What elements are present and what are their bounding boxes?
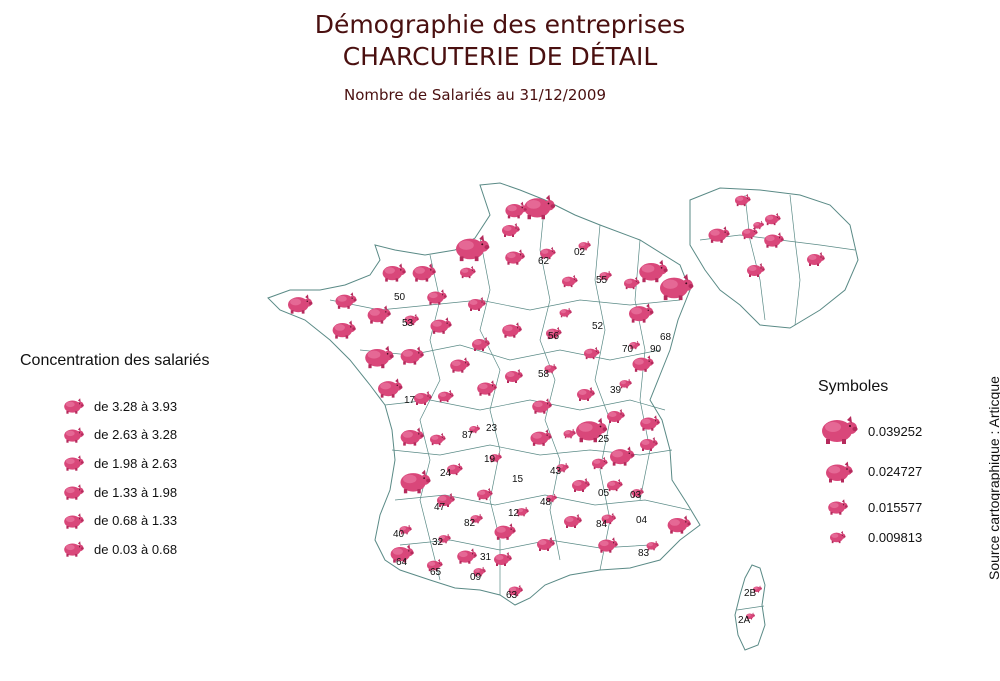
dept-label: 68: [660, 332, 672, 343]
dept-label: 23: [486, 423, 498, 434]
dept-label: 55: [596, 275, 608, 286]
pig-icon: [828, 530, 846, 544]
legend-item-label: de 2.63 à 3.28: [94, 427, 178, 443]
dept-label: 87: [462, 430, 474, 441]
pig-icon: [62, 396, 84, 416]
dept-label: 53: [402, 318, 414, 329]
symbol-item-label: 0.015577: [868, 500, 923, 515]
pig-icon: [62, 511, 84, 531]
dept-label: 52: [592, 321, 604, 332]
pig-icon: [62, 453, 84, 473]
symbol-item-label: 0.009813: [868, 530, 923, 545]
dept-label: 12: [508, 508, 520, 519]
corsica-outline: [734, 564, 766, 651]
department-borders: [329, 199, 691, 595]
dept-label: 15: [512, 474, 524, 485]
dept-label: 32: [432, 537, 444, 548]
map-subtitle: Nombre de Salariés au 31/12/2009: [343, 86, 607, 104]
dept-label: 24: [440, 468, 452, 479]
map-title-line2: CHARCUTERIE DE DÉTAIL: [342, 42, 658, 71]
legend-item-label: de 0.03 à 0.68: [94, 541, 178, 557]
dept-label: 03: [630, 490, 642, 501]
dept-label: 90: [650, 344, 662, 355]
pig-icon: [823, 460, 853, 484]
pig-icon: [62, 539, 84, 559]
symbol-item: 0.015577: [826, 498, 922, 516]
dept-label: 84: [596, 519, 608, 530]
source-credit: Source cartographique : Articque: [986, 376, 1000, 580]
legend-item-label: de 1.33 à 1.98: [94, 484, 178, 500]
map-title-line1: Démographie des entreprises: [314, 10, 686, 39]
dept-label: 83: [638, 548, 650, 559]
dept-label: 48: [540, 497, 552, 508]
department-labels: 53 52 68 70 90 23 87 19 15 43 48 03 04 8…: [393, 247, 757, 626]
dept-label: 50: [394, 292, 406, 303]
dept-label: 09: [470, 572, 482, 583]
symbol-item: 0.039252: [818, 414, 922, 446]
dept-label: 65: [430, 567, 442, 578]
dept-label: 2B: [744, 588, 757, 599]
dept-label: 40: [393, 529, 405, 540]
legend-item: de 1.98 à 2.63: [62, 449, 177, 478]
dept-label: 64: [396, 557, 408, 568]
dept-label: 39: [610, 385, 622, 396]
dept-label: 58: [538, 369, 550, 380]
symbol-item: 0.024727: [823, 460, 922, 484]
pig-icon: [826, 498, 848, 516]
dept-label: 82: [464, 518, 476, 529]
idf-inset-outline: [689, 187, 859, 329]
dept-label: 31: [480, 552, 492, 563]
symbol-item-label: 0.039252: [868, 424, 923, 439]
dept-label: 04: [636, 515, 648, 526]
concentration-legend: de 3.28 à 3.93 de 2.63 à 3.28 de 1.98 à …: [62, 392, 177, 564]
legend-item: de 2.63 à 3.28: [62, 421, 177, 450]
legend-item-label: de 1.98 à 2.63: [94, 455, 178, 471]
dept-label: 25: [598, 434, 610, 445]
dept-label: 05: [598, 488, 610, 499]
dept-label: 43: [550, 466, 562, 477]
pig-symbols: [288, 193, 825, 620]
dept-label: 02: [574, 247, 586, 258]
dept-label: 70: [622, 344, 634, 355]
mainland-outline: [267, 182, 701, 606]
legend-item: de 0.68 à 1.33: [62, 506, 177, 535]
pig-icon: [62, 482, 84, 502]
concentration-legend-title: Concentration des salariés: [20, 352, 210, 369]
dept-label: 2A: [738, 615, 751, 626]
legend-item: de 1.33 à 1.98: [62, 478, 177, 507]
pig-icon: [818, 414, 858, 446]
legend-item-label: de 0.68 à 1.33: [94, 513, 178, 529]
symbol-item-label: 0.024727: [868, 464, 923, 479]
dept-label: 17: [404, 395, 416, 406]
dept-label: 63: [506, 590, 518, 601]
symbol-item: 0.009813: [828, 530, 922, 545]
dept-label: 62: [538, 256, 550, 267]
legend-item: de 0.03 à 0.68: [62, 535, 177, 564]
legend-item-label: de 3.28 à 3.93: [94, 398, 178, 414]
pig-icon: [62, 425, 84, 445]
dept-label: 47: [434, 502, 446, 513]
symbol-legend-title: Symboles: [818, 378, 889, 395]
dept-label: 19: [484, 454, 496, 465]
legend-item: de 3.28 à 3.93: [62, 392, 177, 421]
dept-label: 56: [548, 331, 560, 342]
